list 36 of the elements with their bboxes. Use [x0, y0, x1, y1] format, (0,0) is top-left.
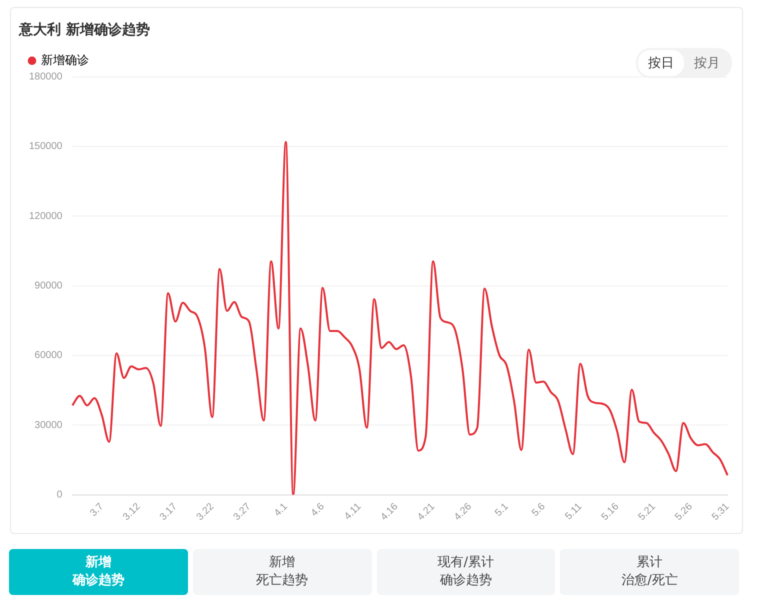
y-tick-label: 150000	[28, 141, 63, 152]
x-tick-label: 4.1	[272, 500, 290, 519]
x-tick-label: 3.7	[88, 500, 106, 519]
x-tick-label: 4.26	[452, 500, 474, 523]
text: 确诊趋势	[440, 572, 492, 590]
x-tick-label: 5.21	[636, 500, 658, 523]
x-tick-label: 3.12	[121, 500, 143, 523]
x-tick-label: 5.31	[710, 500, 732, 523]
x-tick-label: 4.6	[309, 500, 328, 519]
x-tick-label: 4.11	[342, 500, 364, 522]
text: 确诊趋势	[72, 572, 124, 590]
text: 死亡趋势	[256, 572, 308, 590]
x-tick-label: 5.1	[493, 500, 512, 519]
text: 按月	[693, 55, 721, 73]
y-tick-label: 120000	[28, 210, 63, 222]
y-tick-label: 30000	[34, 420, 63, 431]
text: 新增	[269, 554, 296, 572]
text: 治愈/死亡	[621, 572, 678, 590]
x-tick-label: 4.21	[416, 500, 438, 523]
x-tick-label: 4.16	[378, 500, 401, 523]
text: 现有/累计	[438, 554, 494, 572]
text: 累计	[636, 554, 663, 572]
y-tick-label: 90000	[34, 280, 63, 292]
chart-title: 意大利 新增确诊趋势	[18, 21, 150, 38]
text: 新增	[85, 554, 112, 572]
x-tick-label: 5.26	[673, 500, 696, 523]
y-tick-label: 60000	[34, 350, 63, 362]
text: 按日	[638, 50, 684, 76]
x-tick-label: 5.16	[600, 500, 622, 523]
legend-label: 新增确诊	[41, 52, 89, 67]
y-tick-label: 180000	[28, 72, 63, 83]
x-tick-label: 5.11	[563, 500, 585, 522]
line-series	[71, 141, 729, 495]
x-tick-label: 3.22	[194, 500, 217, 523]
x-tick-label: 5.6	[530, 500, 548, 519]
y-tick-label: 0	[56, 490, 63, 500]
